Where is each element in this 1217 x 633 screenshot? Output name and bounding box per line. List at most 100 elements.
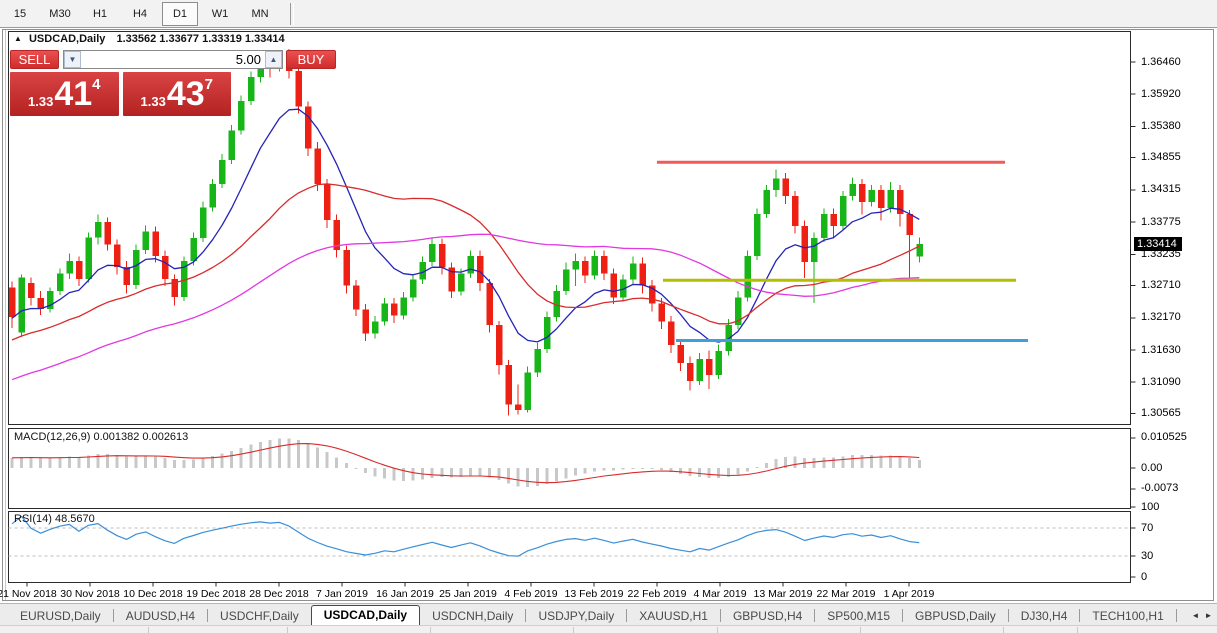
tab-audusd-h4[interactable]: AUDUSD,H4 xyxy=(125,609,196,623)
date-tick-label: 21 Nov 2018 xyxy=(0,588,57,600)
price-tick-label: 1.34315 xyxy=(1141,183,1181,195)
timeframe-button-h4[interactable]: H4 xyxy=(132,7,148,20)
price-tick-label: 1.31630 xyxy=(1141,344,1181,356)
timeframe-button-d1[interactable]: D1 xyxy=(162,1,198,26)
tab-ukc[interactable]: UKC xyxy=(1177,606,1190,626)
rsi-pane-canvas[interactable] xyxy=(8,511,1131,583)
date-tick-label: 25 Jan 2019 xyxy=(439,588,497,600)
timeframe-button-m30[interactable]: M30 xyxy=(49,7,71,20)
status-bar-separator xyxy=(430,627,431,633)
rsi-tick-label: 30 xyxy=(1141,550,1154,562)
timeframe-button-w1[interactable]: W1 xyxy=(211,7,229,20)
price-tick-label: 1.35380 xyxy=(1141,120,1181,132)
one-click-trading-panel: SELL ▼ ▲ BUY 1.33 41 4 1.33 43 7 xyxy=(10,50,336,116)
chart-symbol-label: USDCAD,Daily xyxy=(28,33,106,45)
window-inner-edge xyxy=(5,30,6,600)
macd-tick-label: 0.010525 xyxy=(1141,431,1187,443)
timeframe-buttons: 15 M30 H1 H4 D1 W1 MN xyxy=(0,1,280,26)
price-tick-label: 1.31090 xyxy=(1141,376,1181,388)
macd-tick-label: 0.00 xyxy=(1141,462,1163,474)
date-tick-label: 22 Mar 2019 xyxy=(816,588,876,600)
date-tick-label: 19 Dec 2018 xyxy=(186,588,246,600)
price-tick-label: 1.35920 xyxy=(1141,88,1181,100)
tab-divider xyxy=(1007,609,1009,622)
tab-divider xyxy=(626,609,628,622)
status-bar-separator xyxy=(1003,627,1004,633)
rsi-tick-label: 70 xyxy=(1141,522,1154,534)
sell-price-big: 41 xyxy=(54,75,93,113)
tab-usdcad-daily[interactable]: USDCAD,Daily xyxy=(310,605,421,626)
tab-usdjpy-daily[interactable]: USDJPY,Daily xyxy=(538,609,615,623)
date-tick-label: 7 Jan 2019 xyxy=(316,588,368,600)
date-tick-label: 13 Feb 2019 xyxy=(564,588,624,600)
buy-price-button[interactable]: 1.33 43 7 xyxy=(122,72,231,116)
status-bar-separator xyxy=(287,627,288,633)
buy-price-pip: 7 xyxy=(204,76,213,93)
tab-divider xyxy=(719,609,721,622)
timeframe-button-h1[interactable]: H1 xyxy=(92,7,108,20)
tab-dj30-h4[interactable]: DJ30,H4 xyxy=(1020,609,1068,623)
tab-eurusd-daily[interactable]: EURUSD,Daily xyxy=(20,609,101,623)
price-tick-label: 1.32170 xyxy=(1141,311,1181,323)
symbol-tab-bar: EURUSD,Daily AUDUSD,H4 USDCHF,Daily USDCAD,… xyxy=(0,603,1217,626)
tab-scroll-left-button[interactable]: ◄ xyxy=(1189,608,1202,623)
sell-price-prefix: 1.33 xyxy=(28,94,54,109)
date-tick-label: 1 Apr 2019 xyxy=(883,588,935,600)
status-bar-separator xyxy=(573,627,574,633)
date-tick-label: 4 Feb 2019 xyxy=(504,588,558,600)
price-tick-label: 1.36460 xyxy=(1141,56,1181,68)
tab-divider xyxy=(525,609,527,622)
tab-scroll-buttons: ◄ ► xyxy=(1189,608,1215,623)
chart-title: ▲ USDCAD,Daily 1.33562 1.33677 1.33319 1… xyxy=(14,33,285,45)
timeframe-button-15[interactable]: 15 xyxy=(13,7,27,20)
volume-spinner: ▼ ▲ xyxy=(63,50,283,69)
tab-gbpusd-daily[interactable]: GBPUSD,Daily xyxy=(915,609,996,623)
buy-price-big: 43 xyxy=(166,75,205,113)
tab-sp500-m15[interactable]: SP500,M15 xyxy=(827,609,891,623)
price-tick-label: 1.32710 xyxy=(1141,279,1181,291)
tab-tech100-h1[interactable]: TECH100,H1 xyxy=(1092,609,1164,623)
timeframe-toolbar: 15 M30 H1 H4 D1 W1 MN xyxy=(0,0,1217,28)
tab-scroll-right-button[interactable]: ► xyxy=(1202,608,1215,623)
rsi-indicator-label: RSI(14) 48.5670 xyxy=(14,513,95,525)
tab-divider xyxy=(1079,609,1081,622)
sell-button[interactable]: SELL xyxy=(10,50,59,69)
collapse-arrow-icon[interactable]: ▲ xyxy=(14,34,22,43)
tabs-strip: EURUSD,Daily AUDUSD,H4 USDCHF,Daily USDCAD,… xyxy=(0,604,1189,626)
chevron-up-icon: ▲ xyxy=(269,55,278,64)
tab-divider xyxy=(902,609,904,622)
chevron-down-icon: ▼ xyxy=(68,55,77,64)
volume-decrease-button[interactable]: ▼ xyxy=(64,51,81,68)
date-tick-label: 16 Jan 2019 xyxy=(376,588,434,600)
arrow-left-icon: ◄ xyxy=(1191,611,1200,620)
price-tick-label: 1.33775 xyxy=(1141,216,1181,228)
tab-divider xyxy=(112,609,114,622)
volume-input[interactable] xyxy=(81,51,265,68)
tab-gbpusd-h4[interactable]: GBPUSD,H4 xyxy=(732,609,803,623)
buy-button[interactable]: BUY xyxy=(286,50,336,69)
status-bar xyxy=(0,625,1217,633)
macd-tick-label: -0.0073 xyxy=(1141,482,1179,494)
price-tick-label: 1.30565 xyxy=(1141,407,1181,419)
tab-divider xyxy=(814,609,816,622)
date-tick-label: 22 Feb 2019 xyxy=(627,588,687,600)
status-bar-separator xyxy=(860,627,861,633)
tab-usdcnh-daily[interactable]: USDCNH,Daily xyxy=(432,609,514,623)
tab-divider xyxy=(1175,609,1177,622)
status-bar-separator xyxy=(717,627,718,633)
toolbar-separator xyxy=(290,2,294,25)
tab-xauusd-h1[interactable]: XAUUSD,H1 xyxy=(639,609,708,623)
price-tick-label: 1.34855 xyxy=(1141,151,1181,163)
sell-price-button[interactable]: 1.33 41 4 xyxy=(10,72,119,116)
tab-usdchf-daily[interactable]: USDCHF,Daily xyxy=(220,609,299,623)
chart-ohlc-values: 1.33562 1.33677 1.33319 1.33414 xyxy=(116,33,285,45)
arrow-right-icon: ► xyxy=(1204,611,1213,620)
volume-increase-button[interactable]: ▲ xyxy=(265,51,282,68)
date-tick-label: 4 Mar 2019 xyxy=(693,588,747,600)
sell-price-pip: 4 xyxy=(92,76,101,93)
timeframe-button-mn[interactable]: MN xyxy=(251,7,269,20)
buy-price-prefix: 1.33 xyxy=(140,94,166,109)
date-tick-label: 30 Nov 2018 xyxy=(60,588,120,600)
tab-divider xyxy=(207,609,209,622)
